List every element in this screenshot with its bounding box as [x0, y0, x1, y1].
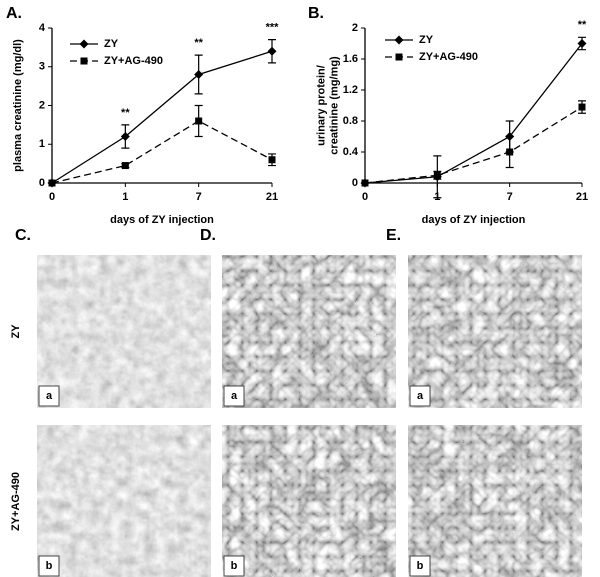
tag-box [38, 385, 60, 407]
tag-label: b [231, 560, 238, 572]
tag-box [409, 385, 431, 407]
x-tick-label: 1 [122, 191, 128, 203]
y-tick-label: 3 [39, 61, 45, 73]
x-tick-label: 0 [362, 191, 368, 203]
panel-letter: A. [6, 5, 22, 22]
legend-label: ZY+AG-490 [419, 51, 478, 63]
significance: ** [578, 19, 587, 31]
tag-box [223, 555, 245, 577]
marker [121, 162, 129, 170]
legend-label: ZY [104, 38, 119, 50]
legend-marker [79, 39, 89, 49]
y-tick-label: 4 [39, 22, 46, 34]
y-tick-label: 0.8 [343, 115, 358, 127]
marker [361, 179, 369, 187]
panel-letter: E. [386, 227, 401, 244]
x-tick-label: 21 [576, 191, 588, 203]
x-tick-label: 21 [266, 191, 278, 203]
tag-box [38, 555, 60, 577]
row-label: ZY [10, 324, 22, 339]
legend-marker [395, 53, 403, 61]
y-tick-label: 1.2 [343, 84, 358, 96]
y-tick-label: 1 [39, 138, 45, 150]
significance: ** [194, 37, 203, 49]
tag-label: b [417, 560, 424, 572]
tag-label: a [231, 390, 238, 402]
y-axis-label: urinary protein/ [315, 65, 327, 146]
y-tick-label: 2 [39, 99, 45, 111]
marker [194, 70, 204, 79]
y-tick-label: 2 [352, 22, 358, 34]
micrograph [407, 254, 583, 409]
marker [506, 148, 514, 156]
significance: *** [266, 22, 280, 34]
micrograph [36, 424, 212, 577]
tag-label: a [46, 390, 53, 402]
micrograph [221, 254, 397, 409]
legend-marker [80, 57, 88, 65]
micrograph [36, 254, 212, 409]
marker [577, 39, 587, 48]
x-axis-label: days of ZY injection [422, 214, 526, 226]
marker [578, 103, 586, 111]
y-axis-label: plasma creatinine (mg/dl) [12, 39, 24, 172]
series-line [51, 120, 273, 184]
panel-letter: B. [308, 5, 324, 22]
marker [268, 156, 276, 164]
marker [433, 171, 441, 179]
tag-label: b [46, 560, 53, 572]
row-label: ZY+AG-490 [10, 472, 22, 531]
legend-label: ZY+AG-490 [104, 55, 163, 67]
x-tick-label: 7 [196, 191, 202, 203]
marker [267, 46, 277, 56]
y-tick-label: 0.4 [343, 146, 359, 158]
series-line [364, 43, 583, 184]
series-line [364, 106, 583, 184]
panel-letter: D. [200, 227, 216, 244]
x-tick-label: 7 [507, 191, 513, 203]
panel-letter: C. [15, 227, 31, 244]
series-line [51, 50, 273, 184]
tag-label: a [417, 390, 424, 402]
tag-box [409, 555, 431, 577]
micrograph [407, 424, 583, 577]
x-tick-label: 0 [49, 191, 55, 203]
marker [120, 132, 130, 141]
x-axis-label: days of ZY injection [110, 214, 214, 226]
micrograph [221, 424, 397, 577]
marker [48, 179, 56, 187]
significance: ** [121, 107, 130, 119]
legend-label: ZY [419, 34, 434, 46]
y-tick-label: 1.6 [343, 53, 358, 65]
y-axis-label: creatinine (mg/mg) [328, 56, 340, 155]
legend-marker [394, 35, 404, 45]
tag-box [223, 385, 245, 407]
y-tick-label: 0 [39, 177, 45, 189]
marker [195, 117, 203, 125]
y-tick-label: 0 [352, 177, 358, 189]
